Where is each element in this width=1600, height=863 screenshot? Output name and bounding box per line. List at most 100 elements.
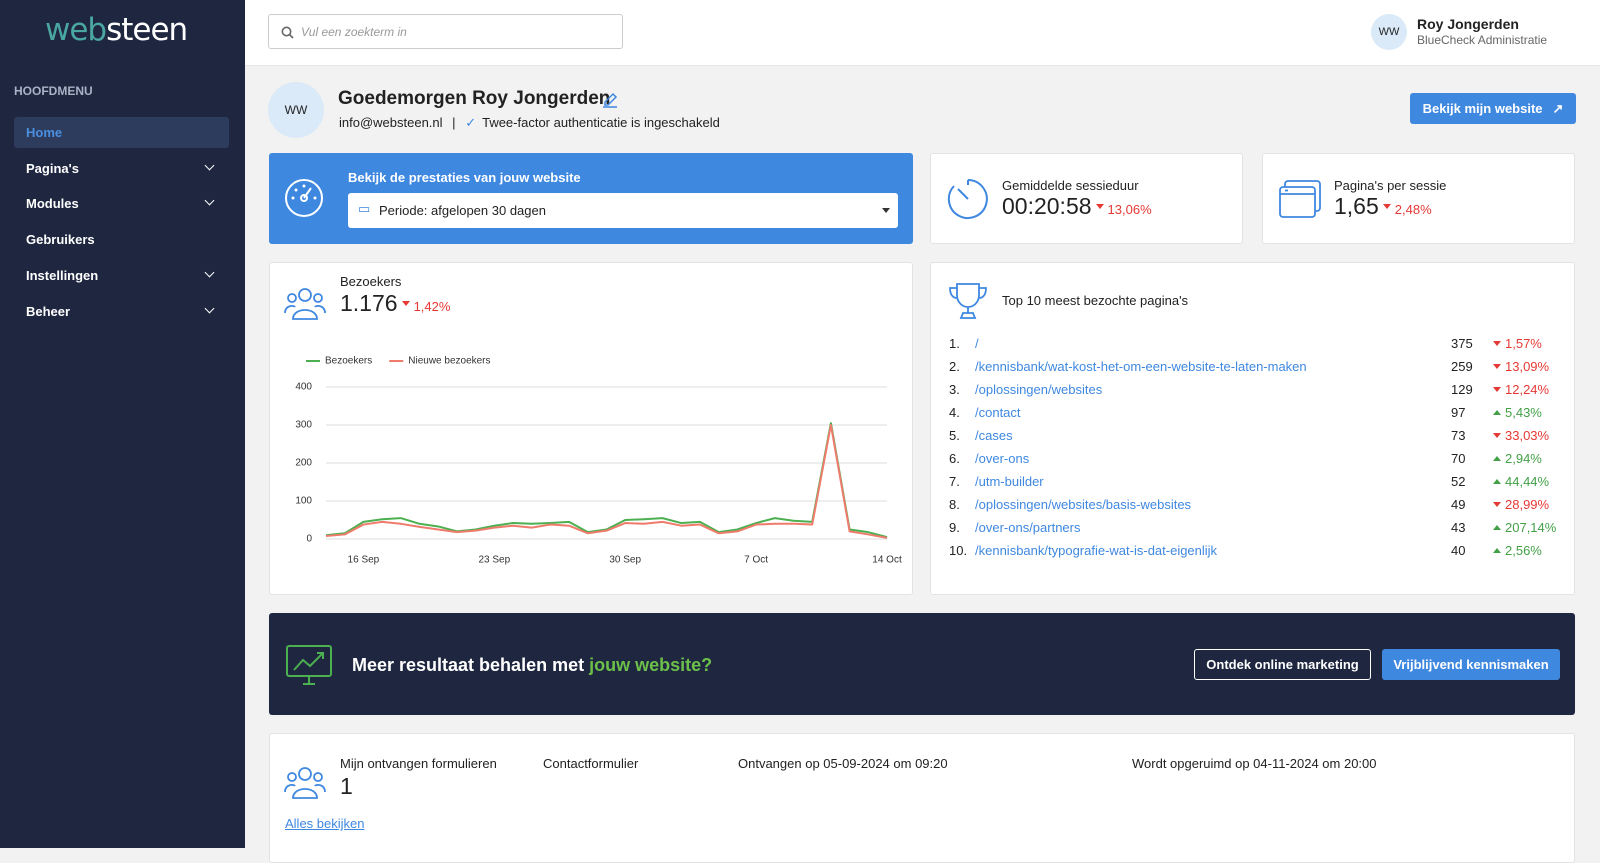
forms-card: Mijn ontvangen formulieren 1 Contactform… xyxy=(269,733,1575,863)
visits: 49 xyxy=(1451,497,1466,512)
y-tick-label: 200 xyxy=(295,458,312,469)
change-value: 28,99% xyxy=(1505,497,1550,512)
change-arrow xyxy=(1493,433,1501,439)
change-arrow xyxy=(1493,479,1501,485)
profile-avatar: WW xyxy=(268,82,324,138)
profile-info: info@websteen.nl | ✓ Twee-factor authenti… xyxy=(339,115,720,131)
change: 44,44% xyxy=(1489,474,1549,489)
y-tick-label: 0 xyxy=(306,534,312,545)
menu-label: Beheer xyxy=(26,303,71,319)
timer-icon xyxy=(947,179,988,219)
primary-button[interactable]: Vrijblijvend kennismaken xyxy=(1382,649,1560,680)
change-value: 5,43% xyxy=(1505,405,1542,420)
menu-item[interactable]: Beheer xyxy=(14,296,229,327)
rank: 8. xyxy=(949,497,960,512)
visitors-value-row: 1.176 1,42% xyxy=(340,290,450,317)
change: 5,43% xyxy=(1489,405,1542,420)
rank: 1. xyxy=(949,336,960,351)
x-tick-label: 30 Sep xyxy=(609,555,641,566)
secondary-button[interactable]: Ontdek online marketing xyxy=(1194,649,1371,680)
page-link[interactable]: /kennisbank/wat-kost-het-om-een-website-… xyxy=(975,359,1307,374)
rank: 4. xyxy=(949,405,960,420)
page-link[interactable]: /cases xyxy=(975,428,1013,443)
menu-label: Home xyxy=(26,125,63,140)
change-value: 2,94% xyxy=(1505,451,1542,466)
page-link[interactable]: /over-ons/partners xyxy=(975,520,1081,535)
menu-item[interactable]: Modules xyxy=(14,188,229,219)
legend-label: Bezoekers xyxy=(325,356,372,367)
stat-value-row: 1,65 2,48% xyxy=(1334,193,1432,220)
sidebar: websteen HOOFDMENU Home Pagina's Modules Ge… xyxy=(0,0,245,848)
stat-change: 2,48% xyxy=(1394,202,1432,217)
x-tick-label: 23 Sep xyxy=(478,555,510,566)
menu-label: Modules xyxy=(26,196,79,212)
chevron xyxy=(204,195,215,206)
visits: 73 xyxy=(1451,428,1466,443)
search-icon xyxy=(281,26,294,39)
change-value: 2,56% xyxy=(1505,543,1542,558)
page-link[interactable]: /utm-builder xyxy=(975,474,1044,489)
form-received: Ontvangen op 05-09-2024 om 09:20 xyxy=(738,756,948,771)
visitors-label: Bezoekers xyxy=(340,274,402,289)
separator: | xyxy=(452,115,456,130)
change-arrow xyxy=(1493,410,1501,416)
view-all-link[interactable]: Alles bekijken xyxy=(285,816,365,831)
chevron xyxy=(204,267,215,278)
gauge-icon xyxy=(285,179,323,217)
change-arrow xyxy=(1493,456,1501,462)
change: 13,09% xyxy=(1489,359,1549,374)
change-value: 207,14% xyxy=(1505,520,1557,535)
menu-title: HOOFDMENU xyxy=(14,84,93,98)
external-icon: ↗ xyxy=(1552,100,1564,116)
menu-item[interactable]: Pagina's xyxy=(14,153,229,184)
change: 2,94% xyxy=(1489,451,1542,466)
change: 1,57% xyxy=(1489,336,1542,351)
performance-title: Bekijk de prestaties van jouw website xyxy=(348,170,581,185)
x-tick-label: 16 Sep xyxy=(348,555,380,566)
logo-left: web xyxy=(45,12,107,48)
visits: 129 xyxy=(1451,382,1473,397)
logo[interactable]: websteen xyxy=(45,12,188,48)
form-type: Contactformulier xyxy=(543,756,639,771)
page-link[interactable]: /oplossingen/websites xyxy=(975,382,1103,397)
menu-item[interactable]: Gebruikers xyxy=(14,224,229,255)
forms-count: 1 xyxy=(340,773,353,799)
change-value: 12,24% xyxy=(1505,382,1550,397)
y-tick-label: 400 xyxy=(295,382,312,393)
rank: 10. xyxy=(949,543,968,558)
change-arrow xyxy=(1493,364,1501,370)
visits: 97 xyxy=(1451,405,1466,420)
stat-value: 1,65 xyxy=(1334,193,1379,219)
performance-card: Bekijk de prestaties van jouw website ▭ … xyxy=(269,153,913,244)
change-value: 44,44% xyxy=(1505,474,1550,489)
menu-item[interactable]: Home xyxy=(14,117,229,148)
visits: 70 xyxy=(1451,451,1466,466)
page-link[interactable]: /kennisbank/typografie-wat-is-dat-eigenl… xyxy=(975,543,1218,558)
edit-icon[interactable] xyxy=(602,92,618,108)
stat-value-row: 00:20:58 13,06% xyxy=(1002,193,1152,220)
search-box[interactable]: Vul een zoekterm in xyxy=(268,14,623,49)
menu-item[interactable]: Instellingen xyxy=(14,260,229,291)
visits: 40 xyxy=(1451,543,1466,558)
page-link[interactable]: /oplossingen/websites/basis-websites xyxy=(975,497,1192,512)
people-icon xyxy=(284,767,326,799)
page-link[interactable]: /over-ons xyxy=(975,451,1030,466)
menu-label: Gebruikers xyxy=(26,232,95,248)
pages-icon xyxy=(1279,180,1321,218)
stat-label: Gemiddelde sessieduur xyxy=(1002,178,1139,193)
page-link[interactable]: /contact xyxy=(975,405,1021,420)
x-tick-label: 14 Oct xyxy=(872,555,902,566)
twofactor: Twee-factor authenticatie is ingeschakel… xyxy=(482,115,720,130)
header-avatar[interactable]: WW xyxy=(1371,14,1407,50)
change-arrow xyxy=(1095,204,1104,210)
page-link[interactable]: / xyxy=(975,336,979,351)
change: 28,99% xyxy=(1489,497,1549,512)
forms-label: Mijn ontvangen formulieren xyxy=(340,756,497,771)
visits: 375 xyxy=(1451,336,1473,351)
rank: 7. xyxy=(949,474,960,489)
view-website-button[interactable]: Bekijk mijn website ↗ xyxy=(1410,93,1576,124)
change: 33,03% xyxy=(1489,428,1549,443)
period-select[interactable]: ▭ Periode: afgelopen 30 dagen xyxy=(348,193,898,228)
search-placeholder: Vul een zoekterm in xyxy=(301,25,407,39)
banner: Meer resultaat behalen met jouw website?… xyxy=(269,613,1575,715)
